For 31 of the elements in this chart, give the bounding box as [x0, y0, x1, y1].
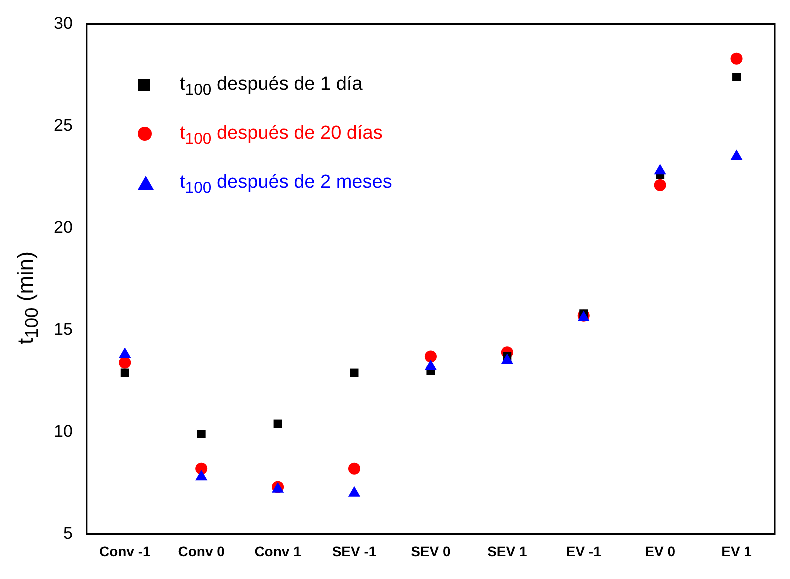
- y-tick-label: 25: [54, 116, 73, 135]
- y-tick-label: 5: [63, 524, 73, 543]
- legend-label: t$_{100}$ después de 2 meses: [180, 172, 392, 196]
- y-tick-label: 10: [54, 422, 73, 441]
- y-tick-label: 20: [54, 218, 73, 237]
- point: [654, 179, 666, 192]
- legend-label: t$_{100}$ después de 1 día: [180, 74, 363, 99]
- x-tick-label: Conv -1: [99, 543, 152, 560]
- x-tick-label: Conv 1: [254, 543, 302, 560]
- point: [424, 350, 437, 363]
- point: [350, 368, 359, 378]
- x-tick-label: EV 1: [722, 543, 752, 560]
- legend-label: t$_{100}$ después de 20 días: [180, 122, 383, 148]
- y-tick-label: 30: [54, 14, 73, 33]
- x-tick-label: EV -1: [566, 543, 602, 560]
- y-tick-label: 15: [54, 320, 73, 339]
- x-tick-label: SEV 0: [411, 543, 452, 560]
- point: [196, 470, 208, 481]
- point: [197, 430, 206, 438]
- x-tick-label: SEV -1: [332, 543, 377, 560]
- point: [274, 420, 282, 428]
- x-tick-label: Conv 0: [178, 543, 226, 560]
- x-tick-label: EV 0: [645, 543, 676, 560]
- point: [119, 356, 132, 369]
- point: [730, 52, 743, 65]
- point: [732, 73, 742, 82]
- point: [119, 348, 132, 358]
- point: [654, 164, 666, 175]
- x-tick-label: SEV 1: [488, 543, 528, 560]
- point: [348, 462, 360, 475]
- point: [120, 368, 130, 378]
